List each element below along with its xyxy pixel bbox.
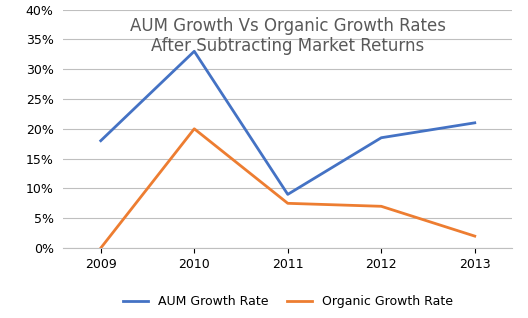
AUM Growth Rate (378, 136, 384, 140)
Organic Growth Rate (472, 234, 478, 238)
Line: Organic Growth Rate: Organic Growth Rate (101, 129, 475, 248)
AUM Growth Rate (472, 121, 478, 125)
Organic Growth Rate (98, 246, 104, 250)
Organic Growth Rate (285, 201, 291, 205)
Line: AUM Growth Rate: AUM Growth Rate (101, 51, 475, 194)
Organic Growth Rate (378, 204, 384, 208)
AUM Growth Rate (191, 49, 197, 53)
AUM Growth Rate (285, 192, 291, 196)
Organic Growth Rate (191, 127, 197, 131)
Legend: AUM Growth Rate, Organic Growth Rate: AUM Growth Rate, Organic Growth Rate (118, 290, 458, 313)
AUM Growth Rate (98, 139, 104, 142)
Text: AUM Growth Vs Organic Growth Rates
After Subtracting Market Returns: AUM Growth Vs Organic Growth Rates After… (130, 17, 446, 56)
